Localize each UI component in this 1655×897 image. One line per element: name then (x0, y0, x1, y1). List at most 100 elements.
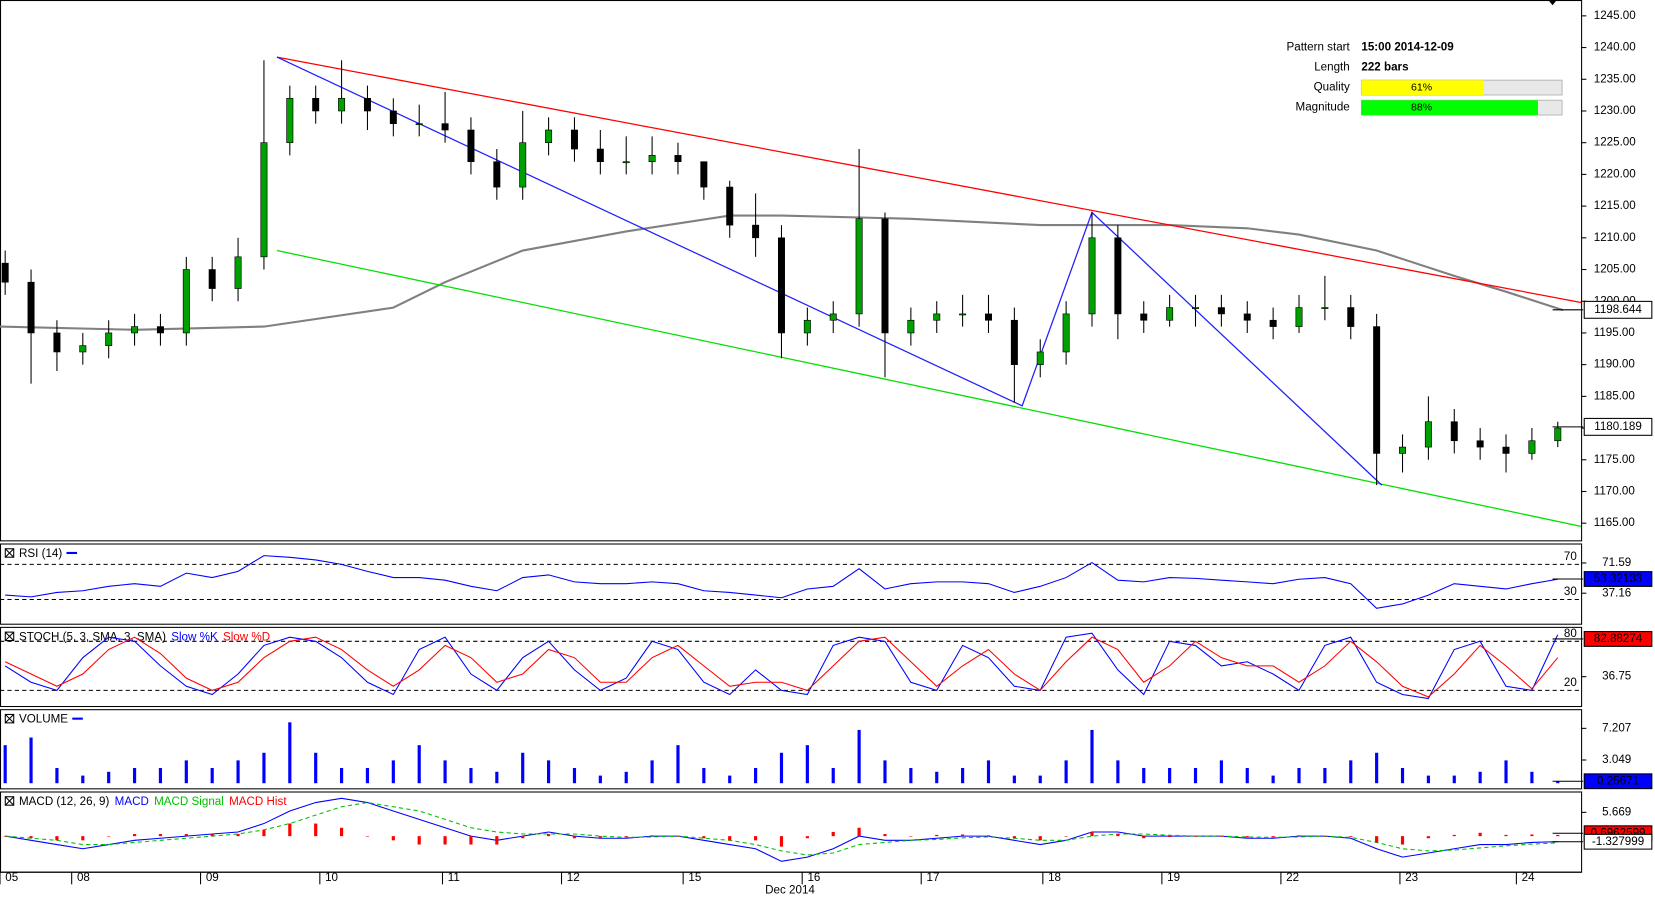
panel-frame (0, 626, 1583, 708)
last-value-label: -1.327999 (1592, 835, 1644, 848)
candle-body (700, 161, 708, 188)
meter-label: 61% (1411, 81, 1432, 93)
legend-entry: MACD Hist (229, 795, 287, 808)
last-value-label: 1198.644 (1594, 303, 1642, 316)
panel-checkbox-x (4, 796, 15, 806)
volume-bar (107, 771, 111, 784)
panel-title: MACD (12, 26, 9) MACD MACD Signal MACD Hist (19, 795, 287, 808)
x-tick-label: 22 (1286, 871, 1299, 884)
candle-body (545, 129, 553, 144)
candle-body (622, 161, 630, 164)
candle-body (1088, 237, 1096, 315)
candle-body (933, 313, 941, 321)
candle-body (1114, 237, 1122, 315)
histogram-bar (935, 834, 939, 837)
volume-bar (55, 767, 59, 784)
x-tick-label: 24 (1522, 871, 1535, 884)
candle-body (312, 97, 320, 112)
last-value-box (1583, 300, 1653, 319)
histogram-bar (1064, 836, 1068, 837)
y-tick-label: 1240.00 (1594, 41, 1636, 54)
volume-bar (598, 775, 602, 784)
candle-body (881, 218, 889, 334)
volume-bar (961, 767, 965, 784)
candle-body (1502, 446, 1510, 454)
level-label: 70 (1564, 550, 1577, 563)
level-label: 20 (1564, 676, 1577, 689)
candle-body (338, 97, 346, 112)
volume-bar (262, 752, 266, 784)
x-tick-label: 08 (77, 871, 90, 884)
candle-body (156, 326, 164, 334)
y-tick-label: 1195.00 (1594, 326, 1635, 339)
histogram-bar (572, 836, 577, 839)
candle-body (1140, 313, 1148, 321)
x-tick-label: 05 (5, 871, 18, 884)
candle-body (570, 129, 578, 150)
candle-body (1399, 446, 1407, 454)
candle-body (260, 142, 268, 258)
y-tick-label: 71.59 (1602, 556, 1631, 569)
pattern-value: 15:00 2014-12-09 (1361, 41, 1454, 54)
volume-bar (314, 752, 318, 784)
histogram-bar (779, 836, 784, 847)
candle-body (519, 142, 527, 188)
volume-bar (624, 771, 628, 784)
last-value-label: 82.88274 (1594, 632, 1643, 645)
y-tick-label: 7.207 (1602, 721, 1631, 734)
histogram-bar (469, 836, 473, 845)
y-tick-label: 1245.00 (1594, 9, 1636, 22)
volume-bar (288, 722, 292, 784)
candle-body (1010, 319, 1018, 365)
candle-body (53, 332, 61, 353)
candle-body (363, 97, 371, 112)
x-tick-label: 11 (448, 871, 460, 884)
volume-bar (1012, 775, 1016, 784)
histogram-bar (391, 836, 395, 841)
candle-body (1424, 421, 1432, 448)
candle-body (234, 256, 242, 289)
volume-bar (81, 775, 85, 784)
histogram-bar (702, 836, 706, 839)
volume-bar (1245, 767, 1249, 784)
histogram-bar (728, 836, 732, 841)
histogram-bar (1090, 831, 1094, 837)
y-tick-label: 1210.00 (1594, 231, 1636, 244)
candle-body (1528, 440, 1536, 454)
histogram-bar (831, 831, 835, 837)
histogram-bar (288, 823, 292, 837)
x-tick-label: 10 (325, 871, 338, 884)
candle-body (1192, 307, 1199, 309)
histogram-bar (909, 836, 913, 837)
overlay-line (0, 214, 1564, 331)
meter-fill (1361, 100, 1538, 116)
candle-body (286, 97, 294, 144)
candle-body (907, 319, 915, 334)
legend-entry: Slow %D (223, 630, 270, 643)
volume-bar (1271, 775, 1275, 784)
candle-body (105, 332, 113, 346)
volume-bar (1478, 771, 1482, 784)
histogram-bar (236, 834, 240, 837)
histogram-bar (1452, 834, 1456, 837)
panel-title-text: MACD (12, 26, 9) (19, 795, 109, 808)
histogram-bar (521, 836, 525, 839)
overlay-line (276, 56, 1383, 486)
last-value-label: 53.32133 (1594, 572, 1642, 585)
y-tick-label: 1230.00 (1594, 104, 1636, 117)
volume-bar (1064, 760, 1068, 784)
x-tick-label: 16 (807, 871, 820, 884)
candle-body (1476, 440, 1484, 448)
histogram-bar (29, 836, 33, 839)
meter-label: 88% (1411, 101, 1432, 113)
volume-bar (1116, 760, 1120, 784)
candle-body (415, 123, 423, 126)
volume-bar (1504, 760, 1508, 784)
volume-bar (1090, 729, 1094, 784)
indicator-line (5, 555, 1558, 609)
panel-title: VOLUME (19, 713, 68, 726)
volume-bar (572, 767, 577, 784)
histogram-bar (1375, 836, 1379, 843)
histogram-bar (650, 835, 654, 837)
